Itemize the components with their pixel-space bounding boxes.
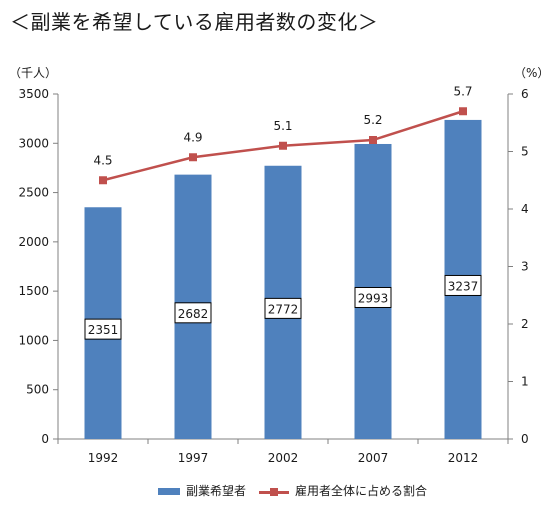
x-tick-label: 2007 bbox=[358, 451, 389, 465]
right-tick-label: 0 bbox=[521, 432, 529, 446]
chart-title: ＜副業を希望している雇用者数の変化＞ bbox=[10, 10, 379, 34]
left-tick-label: 2000 bbox=[18, 235, 49, 249]
left-tick-label: 3500 bbox=[18, 87, 49, 101]
legend: 副業希望者 雇用者全体に占める割合 bbox=[0, 482, 553, 500]
right-tick-label: 3 bbox=[521, 260, 529, 274]
ratio-value-label: 5.2 bbox=[363, 113, 382, 127]
bar-label-box bbox=[444, 274, 482, 296]
right-tick-label: 2 bbox=[521, 317, 529, 331]
right-tick-label: 6 bbox=[521, 87, 529, 101]
left-tick-label: 500 bbox=[26, 383, 49, 397]
ratio-value-label: 4.9 bbox=[183, 130, 202, 144]
legend-label-line: 雇用者全体に占める割合 bbox=[295, 484, 428, 498]
ratio-value-label: 5.1 bbox=[273, 119, 292, 133]
ratio-point bbox=[369, 136, 377, 144]
right-tick-label: 5 bbox=[521, 145, 529, 159]
bar-value-label: 2772 bbox=[268, 302, 299, 316]
ratio-point bbox=[459, 107, 467, 116]
bar-label-box bbox=[84, 318, 122, 340]
ratio-value-label: 4.5 bbox=[93, 153, 112, 167]
x-tick-label: 1997 bbox=[178, 451, 209, 465]
right-tick-label: 1 bbox=[521, 375, 529, 389]
left-tick-label: 1500 bbox=[18, 284, 49, 298]
bar-value-label: 2682 bbox=[178, 307, 209, 321]
left-tick-label: 1000 bbox=[18, 333, 49, 347]
bar-label-box bbox=[354, 286, 392, 308]
bar-label-box bbox=[174, 302, 212, 324]
ratio-point bbox=[99, 176, 107, 185]
bar-value-label: 2993 bbox=[358, 291, 389, 305]
ratio-value-label: 5.7 bbox=[453, 84, 472, 98]
legend-item-line: 雇用者全体に占める割合 bbox=[259, 482, 427, 499]
legend-label-bar: 副業希望者 bbox=[186, 484, 247, 498]
x-tick-label: 1992 bbox=[88, 451, 119, 465]
right-tick-label: 4 bbox=[521, 202, 529, 216]
ratio-point bbox=[189, 153, 197, 162]
bar-value-label: 3237 bbox=[448, 279, 479, 293]
right-axis-unit: （%） bbox=[514, 66, 550, 80]
legend-bar-swatch bbox=[158, 488, 180, 495]
left-tick-label: 3000 bbox=[18, 136, 49, 150]
left-axis-unit: （千人） bbox=[9, 66, 58, 80]
x-tick-label: 2002 bbox=[268, 451, 299, 465]
x-tick-label: 2012 bbox=[448, 451, 479, 465]
legend-item-bar: 副業希望者 bbox=[158, 482, 246, 499]
ratio-point bbox=[279, 141, 287, 150]
bar-value-label: 2351 bbox=[88, 323, 119, 337]
left-tick-label: 0 bbox=[41, 432, 49, 446]
left-tick-label: 2500 bbox=[18, 186, 49, 200]
legend-line-swatch bbox=[259, 486, 289, 498]
bar-label-box bbox=[264, 297, 302, 319]
